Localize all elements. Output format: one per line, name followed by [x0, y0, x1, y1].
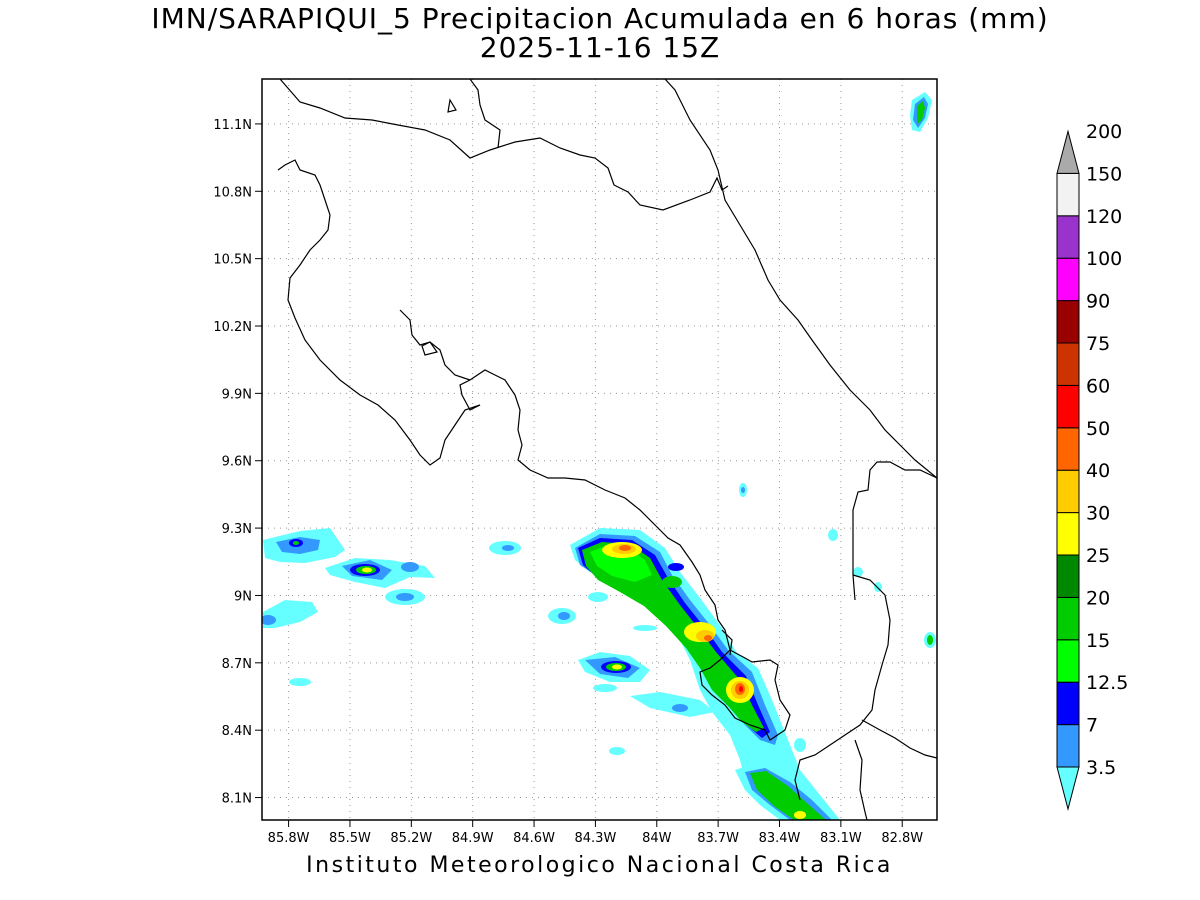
colorbar-swatch [1056, 215, 1080, 259]
y-tick-label: 9.9N [222, 387, 252, 402]
colorbar-label: 3.5 [1086, 757, 1116, 779]
colorbar-swatch [1056, 342, 1080, 386]
x-tick-label: 84W [642, 831, 672, 846]
map-title: IMN/SARAPIQUI_5 Precipitacion Acumulada … [151, 2, 1049, 35]
colorbar-label: 25 [1086, 545, 1110, 567]
colorbar-swatch-lowest [1056, 766, 1080, 811]
colorbar-label: 12.5 [1086, 672, 1128, 694]
x-tick-label: 84.6W [513, 831, 555, 846]
y-tick-label: 10.2N [213, 320, 252, 335]
colorbar-swatch [1056, 257, 1080, 302]
y-tick-label: 8.4N [222, 724, 252, 739]
colorbar-label: 90 [1086, 291, 1110, 313]
x-tick-label: 83.4W [759, 831, 801, 846]
y-tick-label: 10.5N [213, 253, 252, 268]
rain-band-pacific-coast [570, 528, 840, 820]
rain-cell-scattered [489, 483, 936, 755]
map-frame [261, 78, 938, 821]
y-tick-label: 8.1N [222, 792, 252, 807]
longitude-axis: 85.8W 85.5W 85.2W 84.9W 84.6W 84.3W 84W 83.7W 83… [268, 820, 923, 846]
y-tick-label: 11.1N [213, 118, 252, 133]
rain-band-south [735, 738, 840, 820]
credit-text: Instituto Meteorologico Nacional Costa R… [306, 853, 893, 878]
colorbar-label: 30 [1086, 503, 1110, 525]
latitude-axis: 11.1N 10.8N 10.5N 10.2N 9.9N 9.6N 9.3N 9N 8.7N 8.… [213, 118, 262, 807]
colorbar-swatch [1056, 384, 1080, 429]
colorbar-label: 150 [1086, 163, 1122, 185]
x-tick-label: 84.9W [452, 831, 494, 846]
colorbar-swatch [1056, 512, 1080, 556]
rain-cell-west-2 [325, 558, 435, 605]
rain-cell-osa-west [578, 652, 715, 717]
rain-cell-west-3 [262, 600, 318, 686]
colorbar-label: 75 [1086, 333, 1110, 355]
colorbar-label: 7 [1086, 715, 1098, 737]
colorbar-swatch [1056, 554, 1080, 598]
colorbar-label: 15 [1086, 630, 1110, 652]
y-tick-label: 10.8N [213, 185, 252, 200]
x-tick-label: 84.3W [575, 831, 617, 846]
rain-cell-northeast [910, 92, 932, 132]
precipitation-field [262, 92, 936, 820]
x-tick-label: 83.7W [697, 831, 739, 846]
x-tick-label: 85.8W [268, 831, 310, 846]
map-subtitle-date: 2025-11-16 15Z [479, 31, 721, 64]
colorbar-label: 200 [1086, 121, 1122, 143]
precipitation-colorbar: 3.5 7 12.5 15 20 25 30 40 50 60 75 90 100 120 150 200 [1056, 121, 1128, 811]
colorbar-swatch [1056, 681, 1080, 726]
grid-lines [262, 79, 937, 820]
colorbar-swatch [1056, 427, 1080, 471]
x-tick-label: 83.1W [820, 831, 862, 846]
colorbar-swatch [1056, 172, 1080, 217]
coastline [277, 79, 937, 820]
colorbar-label: 50 [1086, 418, 1110, 440]
colorbar-swatch [1056, 469, 1080, 514]
colorbar-swatch [1056, 596, 1080, 641]
colorbar-label: 40 [1086, 460, 1110, 482]
y-tick-label: 9.6N [222, 455, 252, 470]
y-tick-label: 9N [234, 589, 252, 604]
y-tick-label: 9.3N [222, 522, 252, 537]
colorbar-label: 60 [1086, 375, 1110, 397]
colorbar-swatch [1056, 724, 1080, 768]
rain-cell-west-1 [263, 528, 345, 563]
colorbar-swatch [1056, 300, 1080, 344]
x-tick-label: 82.8W [881, 831, 923, 846]
colorbar-swatch [1056, 639, 1080, 683]
x-tick-label: 85.5W [329, 831, 371, 846]
y-tick-label: 8.7N [222, 657, 252, 672]
x-tick-label: 85.2W [390, 831, 432, 846]
colorbar-label: 100 [1086, 248, 1122, 270]
colorbar-label: 120 [1086, 206, 1122, 228]
colorbar-swatch-highest [1056, 129, 1080, 174]
colorbar-label: 20 [1086, 587, 1110, 609]
